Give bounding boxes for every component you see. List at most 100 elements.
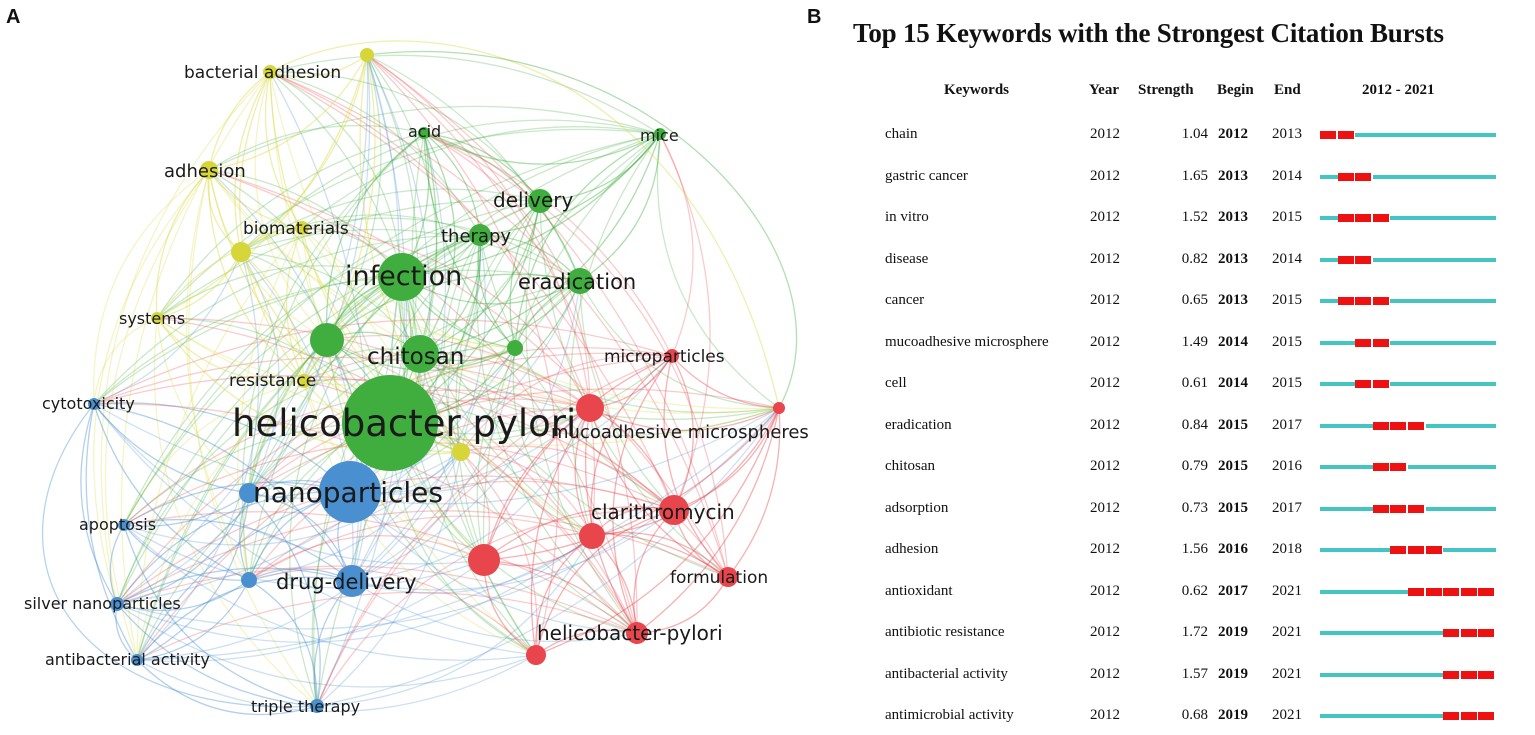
network-edge (673, 407, 780, 511)
network-edge (589, 407, 780, 431)
network-edge (123, 518, 353, 582)
timeline-segment (1460, 174, 1479, 179)
network-edge (93, 403, 780, 505)
burst-strength: 0.65 (1181, 292, 1208, 308)
network-edge (248, 132, 425, 494)
network-edge (208, 169, 328, 341)
burst-segment (1355, 214, 1372, 222)
network-edge (155, 169, 210, 319)
network-edge (248, 515, 593, 581)
network-edge (248, 280, 581, 494)
burst-keyword: gastric cancer (885, 167, 968, 184)
burst-segment (1443, 670, 1460, 679)
timeline-segment (1320, 548, 1338, 552)
burst-keyword: antimicrobial activity (885, 707, 1014, 723)
timeline-segment (1408, 465, 1426, 469)
network-edge (455, 200, 541, 453)
timeline-segment (1425, 133, 1444, 137)
burst-row: adhesion 2012 1.56 2016 2018 (840, 539, 1535, 569)
network-edge (93, 403, 537, 656)
network-edge (188, 169, 318, 707)
network-edge (248, 567, 537, 656)
burst-segment (1478, 629, 1495, 637)
timeline-segment (1355, 506, 1373, 511)
network-edge (303, 380, 537, 656)
network-edge (366, 54, 638, 634)
burst-segment (1425, 546, 1442, 554)
network-edge (208, 169, 729, 578)
network-edge (136, 559, 485, 663)
timeline-segment (1372, 548, 1391, 552)
network-edge (326, 273, 581, 341)
burst-year: 2012 (1090, 541, 1120, 557)
burst-segment (1355, 338, 1372, 347)
network-edge (123, 492, 250, 527)
burst-year: 2012 (1090, 499, 1120, 516)
network-label: silver nanoparticles (24, 594, 181, 613)
network-edge (349, 355, 673, 495)
network-edge (476, 280, 581, 561)
burst-segment (1478, 587, 1495, 596)
network-edge (401, 276, 780, 414)
burst-strength: 1.49 (1181, 333, 1208, 350)
burst-timeline (1320, 172, 1496, 181)
burst-begin: 2013 (1218, 250, 1248, 267)
burst-end: 2015 (1272, 375, 1302, 391)
network-edge (569, 133, 661, 537)
burst-year: 2012 (1090, 458, 1120, 474)
timeline-segment (1425, 631, 1444, 635)
burst-segment (1337, 255, 1354, 264)
burst-strength: 0.61 (1181, 375, 1208, 391)
network-edge (123, 380, 305, 526)
timeline-segment (1390, 216, 1408, 220)
network-node-formulation (718, 567, 738, 587)
burst-segment (1372, 380, 1389, 388)
burst-year: 2012 (1090, 292, 1120, 308)
network-edge (535, 535, 593, 656)
network-edge (349, 491, 638, 634)
network-edge (123, 524, 250, 581)
network-edge (460, 451, 593, 537)
burst-begin: 2015 (1218, 416, 1248, 433)
network-edge (248, 388, 780, 494)
network-edge (479, 133, 661, 236)
burst-keyword: cell (885, 375, 907, 391)
timeline-segment (1355, 465, 1373, 469)
network-label: helicobacter pylori (232, 402, 576, 445)
timeline-segment (1443, 506, 1461, 511)
network-edge (351, 54, 431, 582)
network-edge (535, 629, 638, 656)
keyword-network-graph: helicobacter pylori nanoparticles infectio… (24, 40, 809, 716)
network-edge (240, 188, 541, 253)
network-edge (93, 403, 485, 565)
network-edge (269, 71, 481, 236)
network-edge (136, 407, 780, 661)
burst-end: 2021 (1272, 665, 1302, 682)
network-node-unlabeled (241, 572, 257, 588)
timeline-segment (1320, 423, 1338, 428)
network-edge (93, 269, 581, 405)
network-node-unlabeled (526, 645, 546, 665)
network-edge (156, 317, 780, 446)
network-edge (269, 71, 541, 202)
burst-segment (1425, 587, 1442, 596)
timeline-segment (1320, 714, 1338, 718)
timeline-segment (1425, 299, 1444, 303)
network-edge (351, 580, 638, 643)
network-edge (93, 403, 250, 581)
burst-segment (1355, 297, 1372, 305)
network-edge (512, 347, 593, 537)
burst-end: 2014 (1272, 167, 1302, 184)
network-edge (109, 524, 125, 605)
burst-begin: 2013 (1218, 167, 1248, 184)
burst-row: in vitro 2012 1.52 2013 2015 (840, 207, 1535, 237)
burst-timeline (1320, 380, 1496, 388)
burst-keyword: antibiotic resistance (885, 624, 1005, 640)
network-edge (269, 71, 729, 578)
timeline-segment (1443, 257, 1461, 262)
network-edge (351, 407, 591, 582)
network-edge (460, 451, 538, 656)
network-edge (590, 355, 673, 537)
burst-segment (1408, 421, 1425, 430)
burst-timeline (1320, 463, 1496, 471)
